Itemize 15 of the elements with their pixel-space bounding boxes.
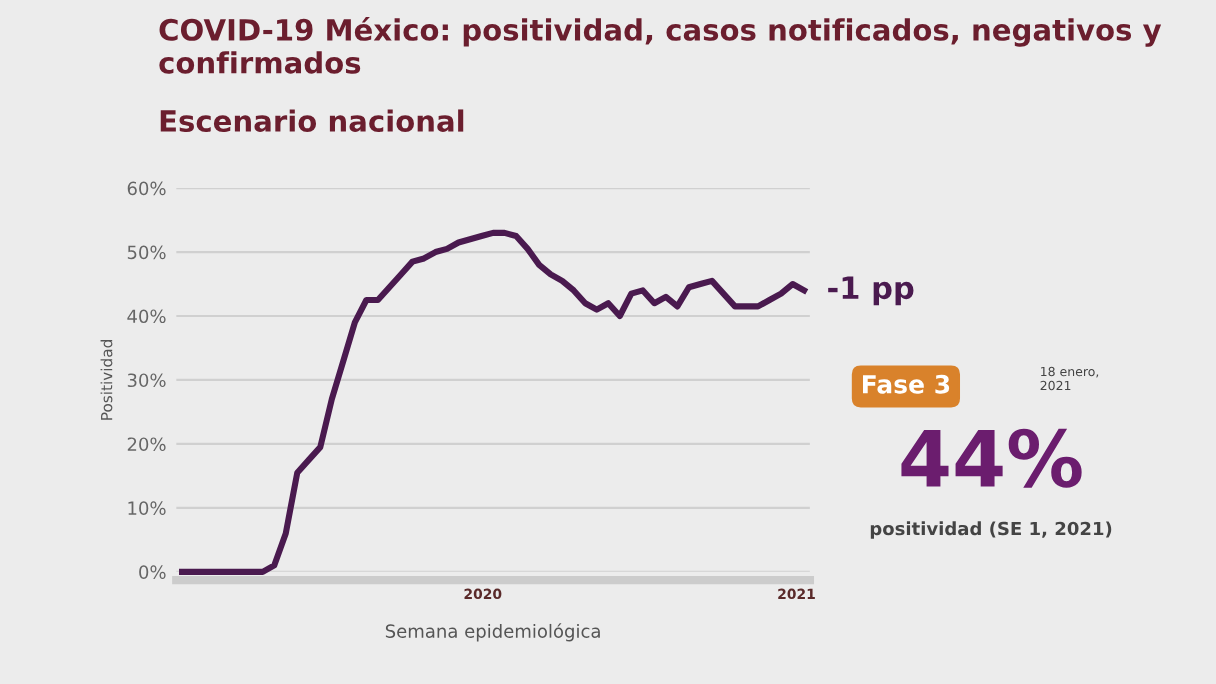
y-tick-label: 0%: [139, 565, 166, 579]
y-tick-label: 30%: [127, 373, 166, 388]
text: Fase 3: [863, 374, 950, 394]
text: -1 pp: [828, 276, 914, 306]
line-series: [179, 229, 808, 575]
y-tick-label: 10%: [128, 501, 166, 515]
y-tick-label: 40%: [127, 309, 166, 324]
chart-subtitle: Escenario nacional: [160, 109, 464, 133]
y-tick-label: 60%: [127, 181, 166, 196]
y-tick-label: 20%: [127, 437, 166, 452]
text: 44%: [901, 428, 1082, 488]
chart-title: COVID-19 México: positividad, casos notificados, negativos y confirmados: [159, 17, 1162, 74]
x-axis-title: Semana epidemiológica: [385, 623, 600, 642]
text: positividad (SE 1, 2021): [870, 521, 1112, 539]
y-tick-label: 50%: [127, 245, 166, 260]
